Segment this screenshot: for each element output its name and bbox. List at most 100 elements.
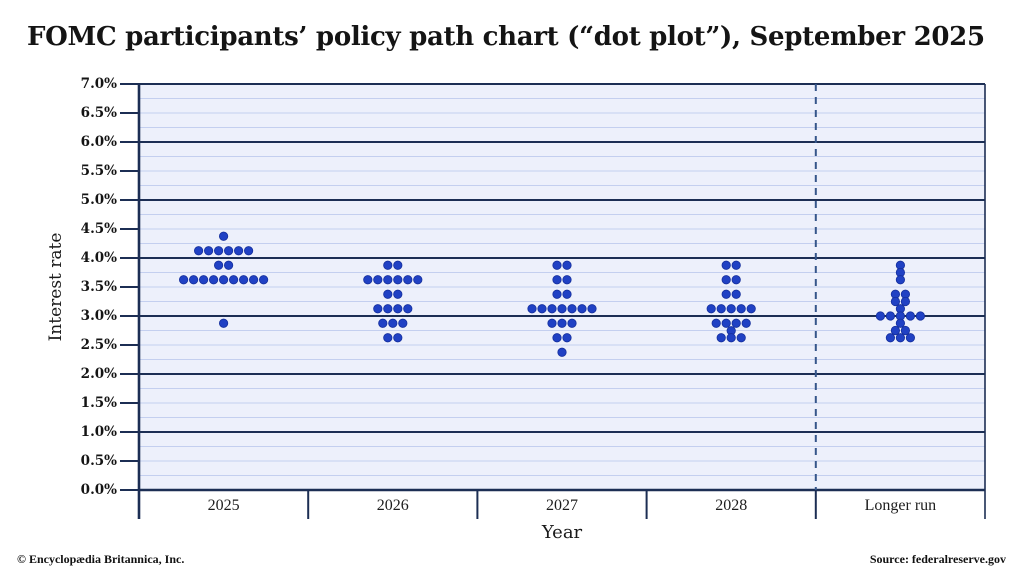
fomc-dot-2026 [413, 275, 423, 285]
fomc-dot-2027 [577, 304, 587, 314]
y-tick-label: 0.5% [80, 453, 117, 469]
fomc-dot-2027 [567, 304, 577, 314]
fomc-dot-2027 [547, 304, 557, 314]
y-tick-label: 7.0% [80, 76, 117, 92]
y-tick-label: 0.0% [80, 482, 117, 498]
fomc-dot-longer-run [890, 296, 901, 307]
x-category-label-2027: 2027 [545, 497, 578, 514]
fomc-dot-2028 [721, 289, 731, 299]
fomc-dot-2027 [562, 333, 572, 343]
fomc-dot-2027 [537, 304, 547, 314]
fomc-dot-2026 [403, 304, 413, 314]
y-tick-label: 2.5% [80, 337, 117, 353]
x-axis-title: Year [541, 522, 583, 543]
fomc-dot-longer-run [905, 333, 916, 343]
fomc-dot-longer-run [885, 333, 896, 343]
y-tick-label: 6.5% [80, 105, 117, 121]
fomc-dot-2025 [219, 231, 229, 241]
fomc-dot-2027 [552, 289, 562, 299]
fomc-dot-2026 [383, 275, 393, 285]
y-tick-label: 2.0% [80, 366, 117, 382]
y-tick-label: 4.5% [80, 221, 117, 237]
fomc-dot-2026 [398, 318, 408, 328]
fomc-dot-2026 [383, 260, 393, 270]
y-tick-label: 1.5% [80, 395, 117, 411]
fomc-dot-longer-run [895, 275, 906, 285]
fomc-dot-2025 [214, 246, 224, 256]
fomc-dot-2028 [731, 275, 741, 285]
fomc-dot-2028 [721, 260, 731, 270]
fomc-dot-2025 [189, 275, 199, 285]
fomc-dot-2025 [239, 275, 249, 285]
fomc-dot-longer-run [895, 318, 906, 328]
fomc-dot-longer-run [915, 311, 926, 321]
fomc-dot-2025 [194, 246, 204, 256]
fomc-dot-2028 [716, 333, 726, 343]
fomc-dot-2028 [716, 304, 726, 314]
fomc-dot-2026 [393, 333, 403, 343]
fomc-dot-longer-run [885, 311, 896, 321]
y-tick-label: 3.0% [80, 308, 117, 324]
fomc-dot-2026 [393, 260, 403, 270]
y-tick-label: 6.0% [80, 134, 117, 150]
fomc-dot-2028 [721, 318, 731, 328]
fomc-dot-2025 [199, 275, 209, 285]
y-tick-label: 5.0% [80, 192, 117, 208]
fomc-dot-longer-run [890, 325, 901, 336]
fomc-dot-2025 [244, 246, 254, 256]
fomc-dot-2027 [552, 275, 562, 285]
chart-title: FOMC participants’ policy path chart (“d… [27, 22, 985, 52]
fomc-dot-2026 [378, 318, 388, 328]
fomc-dot-2028 [746, 304, 756, 314]
fomc-dot-2027 [547, 318, 557, 328]
fomc-dot-2027 [557, 318, 567, 328]
fomc-dot-2026 [393, 289, 403, 299]
fomc-dot-2025 [249, 275, 259, 285]
fomc-dot-longer-run [900, 325, 911, 336]
fomc-dot-2027 [567, 318, 577, 328]
y-tick-label: 3.5% [80, 279, 117, 295]
fomc-dot-2027 [587, 304, 597, 314]
fomc-dot-longer-run [905, 311, 916, 321]
fomc-dot-2026 [403, 275, 413, 285]
fomc-dot-2025 [224, 246, 234, 256]
fomc-dot-2026 [393, 275, 403, 285]
fomc-dot-2025 [179, 275, 189, 285]
fomc-dot-2027 [557, 347, 567, 357]
fomc-dot-2025 [229, 275, 239, 285]
fomc-dot-2026 [363, 275, 373, 285]
fomc-dot-2027 [527, 304, 537, 314]
fomc-dot-2028 [721, 275, 731, 285]
source-text: Source: federalreserve.gov [869, 552, 1006, 566]
fomc-dot-2028 [731, 260, 741, 270]
fomc-dot-2026 [373, 275, 383, 285]
fomc-dot-2025 [214, 260, 224, 270]
fomc-dot-2027 [562, 275, 572, 285]
fomc-dot-2026 [393, 304, 403, 314]
fomc-dot-2025 [204, 246, 214, 256]
fomc-dot-2028 [711, 318, 721, 328]
fomc-dot-2028 [731, 318, 741, 328]
fomc-dot-2025 [258, 275, 269, 285]
y-tick-label: 4.0% [80, 250, 117, 266]
fomc-dot-2025 [209, 275, 219, 285]
fomc-dot-2026 [383, 333, 393, 343]
fomc-dot-longer-run [875, 311, 886, 321]
fomc-dot-longer-run [895, 333, 906, 343]
fomc-dot-2027 [552, 333, 562, 343]
x-category-label-2028: 2028 [715, 497, 748, 514]
fomc-dot-2025 [219, 275, 229, 285]
fomc-dot-2026 [383, 289, 393, 299]
fomc-dot-2027 [562, 289, 572, 299]
fomc-dot-2025 [219, 318, 229, 328]
fomc-dot-2027 [562, 260, 572, 270]
fomc-dot-2027 [552, 260, 562, 270]
fomc-dot-2026 [388, 318, 398, 328]
fomc-dot-2028 [731, 289, 741, 299]
x-category-label-longer-run: Longer run [864, 497, 937, 514]
fomc-dot-2027 [557, 304, 567, 314]
fomc-dot-2028 [736, 333, 746, 343]
fomc-dot-2026 [383, 304, 393, 314]
fomc-dot-2028 [706, 304, 716, 314]
